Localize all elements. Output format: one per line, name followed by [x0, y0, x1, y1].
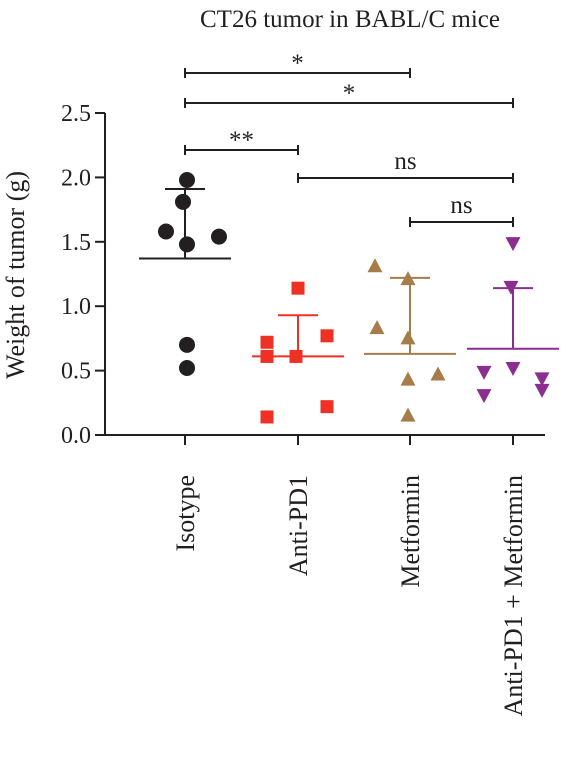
y-axis-label: Weight of tumor (g): [1, 171, 30, 379]
data-point: [400, 271, 416, 286]
data-point: [400, 407, 416, 422]
data-point: [260, 335, 274, 349]
significance-label: ns: [394, 148, 416, 175]
y-tick-label: 0.5: [61, 359, 91, 385]
significance-label: ns: [450, 192, 472, 219]
data-point: [179, 171, 195, 188]
y-tick-label: 2.0: [61, 165, 91, 191]
data-point: [505, 362, 521, 377]
significance-bracket: [409, 217, 514, 227]
data-point: [158, 223, 174, 240]
significance-label: *: [343, 80, 356, 107]
data-point: [400, 330, 416, 345]
x-category-label: Isotype: [171, 475, 200, 552]
data-point: [179, 236, 195, 253]
data-point: [503, 280, 519, 295]
x-category-label: Metformin: [396, 475, 425, 588]
data-point: [289, 349, 303, 363]
y-tick-label: 1.0: [61, 294, 91, 320]
data-point: [320, 329, 334, 343]
data-point: [534, 383, 550, 398]
chart-title: CT26 tumor in BABL/C mice: [200, 6, 500, 33]
data-point: [320, 400, 334, 414]
y-tick-label: 2.5: [61, 101, 91, 127]
data-point: [179, 336, 195, 353]
data-point: [505, 237, 521, 252]
data-point: [260, 410, 274, 424]
data-point: [291, 281, 305, 295]
data-point: [400, 371, 416, 386]
data-point: [367, 258, 383, 273]
data-point: [179, 360, 195, 377]
y-tick-label: 0.0: [61, 423, 91, 449]
significance-bracket: [184, 68, 411, 78]
data-point: [260, 349, 274, 363]
plot-area: 0.0 0.5 1.0 1.5 2.0 2.5 Isotype Anti-PD1 Metform…: [61, 50, 559, 716]
significance-label: **: [229, 127, 254, 154]
x-category-label: Anti-PD1: [284, 475, 313, 576]
significance-bracket: [184, 98, 514, 108]
data-point: [476, 389, 492, 404]
y-tick-label: 1.5: [61, 230, 91, 256]
significance-bracket: [297, 173, 514, 183]
data-point: [476, 365, 492, 380]
data-point: [369, 320, 385, 335]
data-point: [211, 228, 227, 245]
data-point: [534, 372, 550, 387]
significance-label: *: [291, 50, 304, 77]
data-point: [430, 366, 446, 381]
data-point: [175, 193, 191, 210]
x-category-label: Anti-PD1 + Metformin: [499, 475, 528, 716]
significance-bracket: [184, 145, 299, 155]
